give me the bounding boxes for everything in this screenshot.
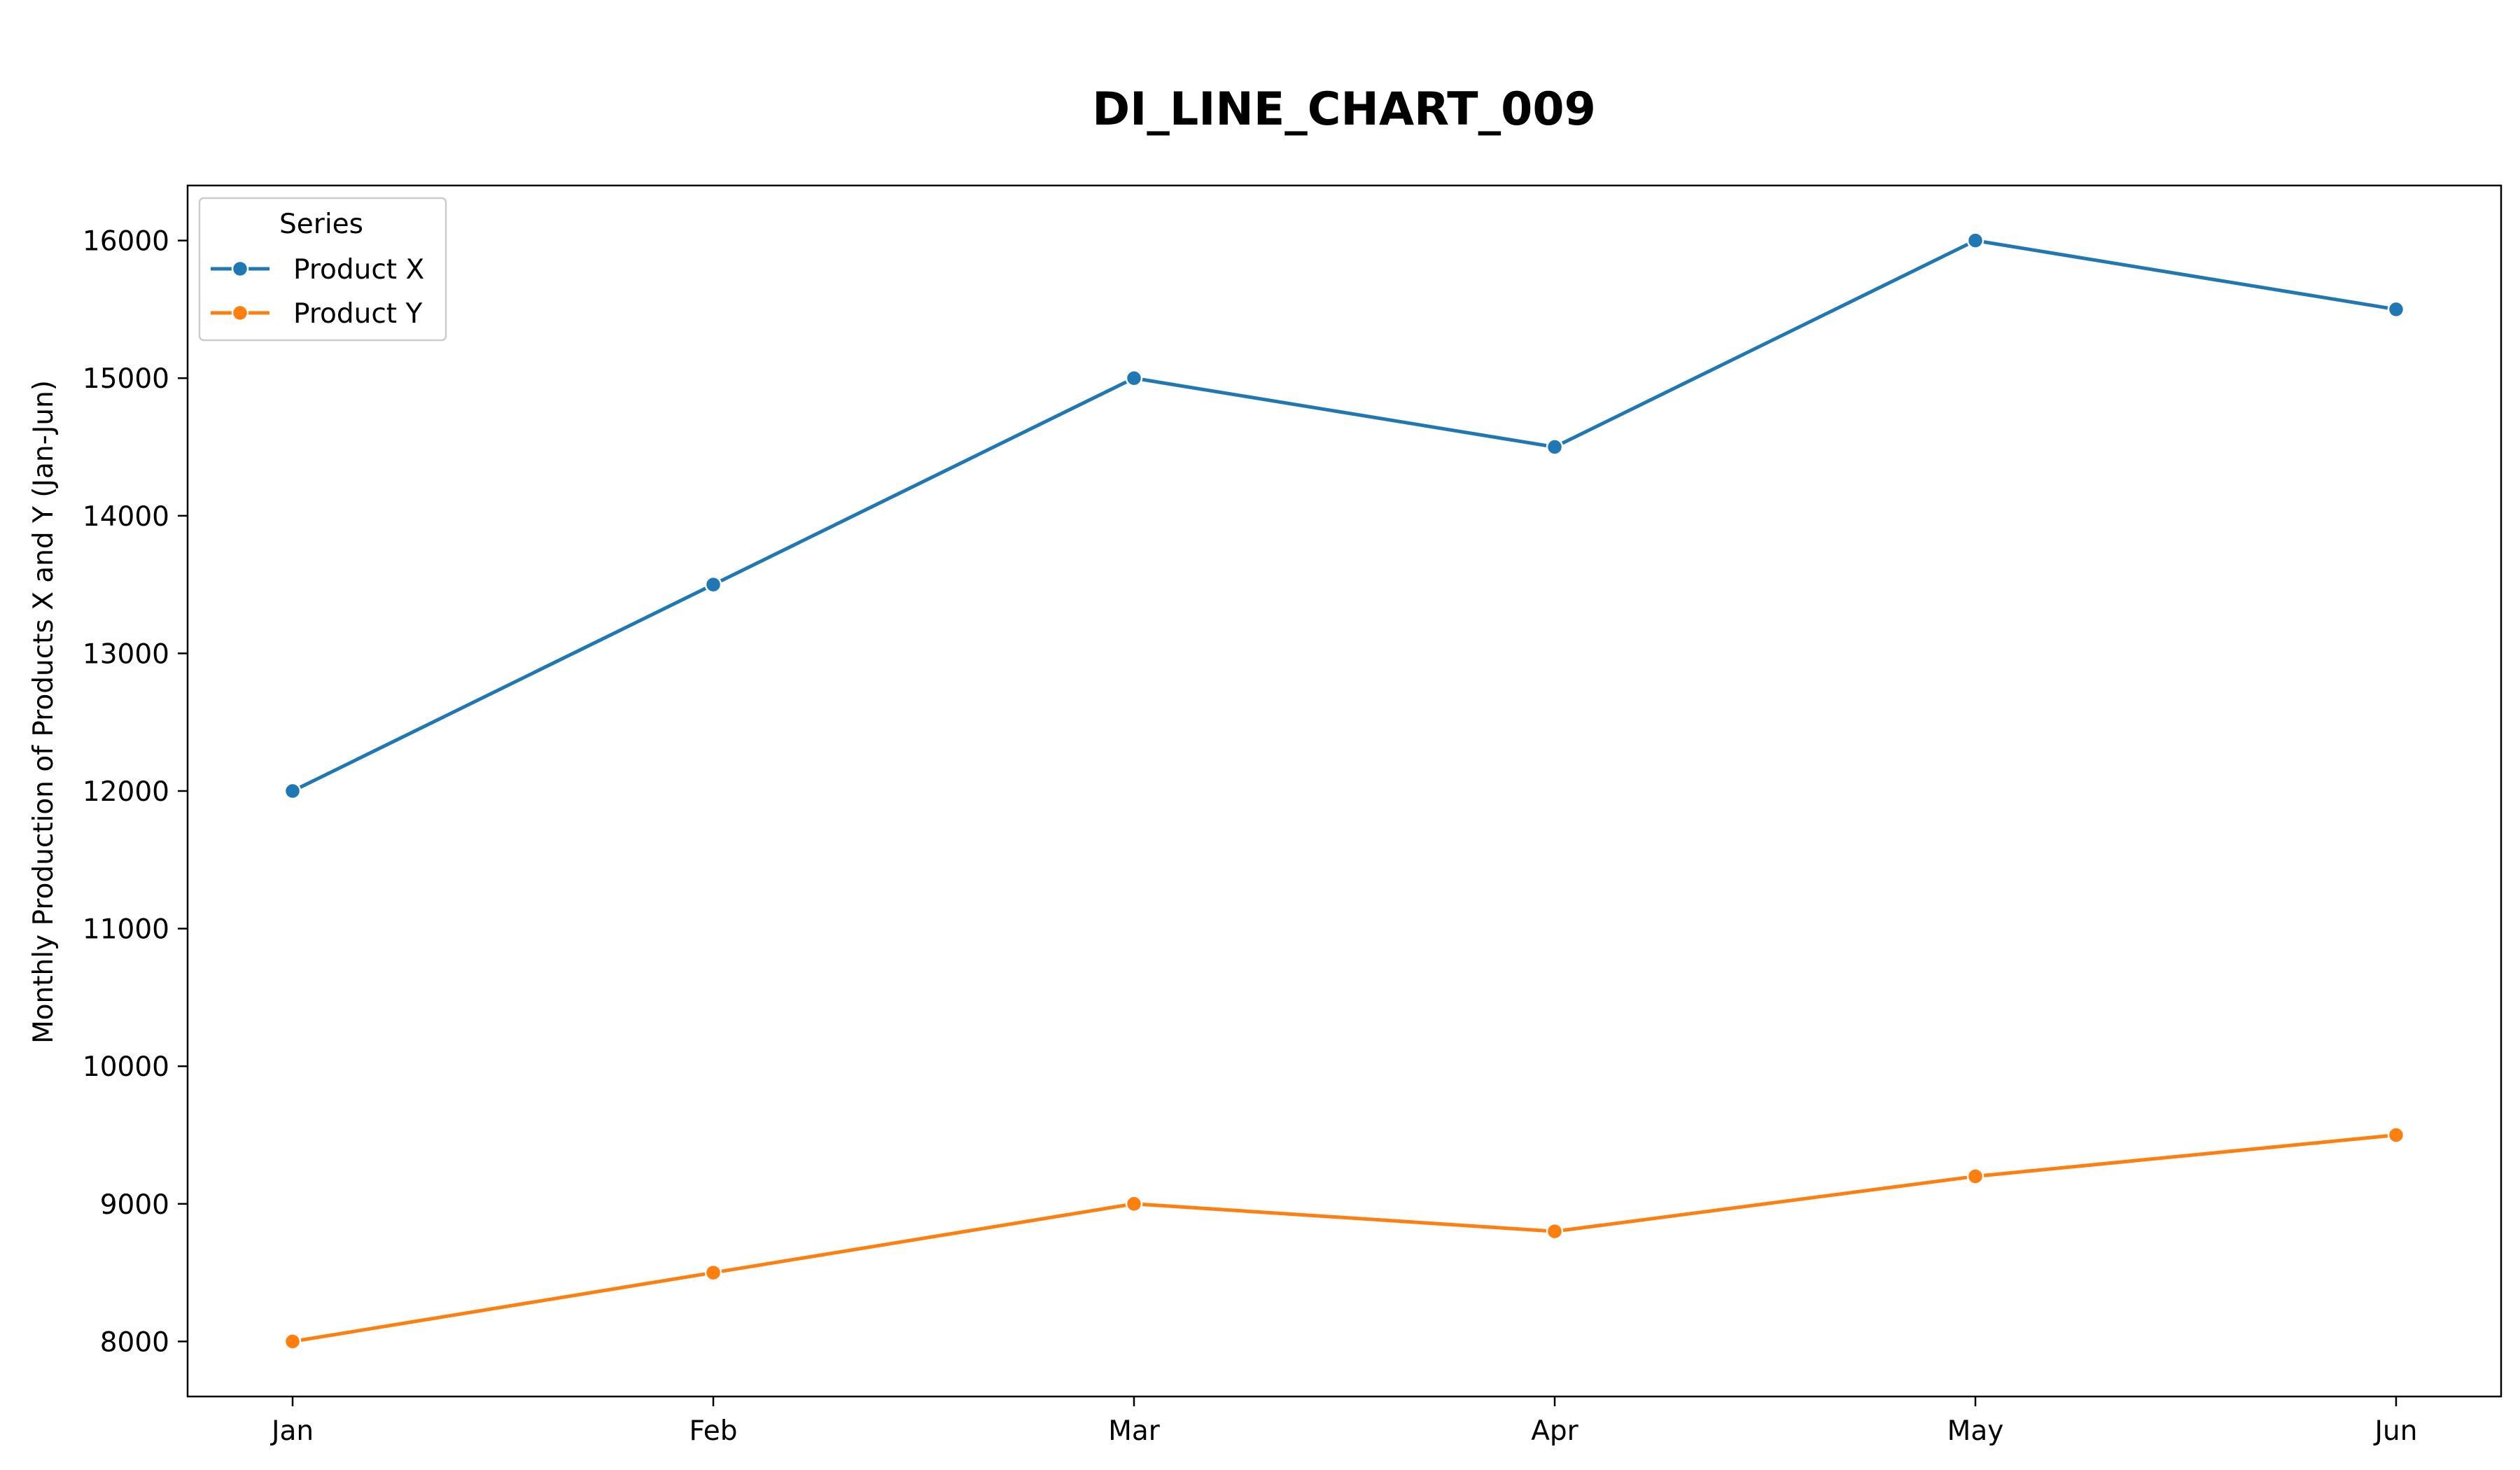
y-axis-label: Monthly Production of Products X and Y (… [28,380,59,1044]
data-point-product-y-jun [2387,1126,2405,1144]
data-point-product-y-mar [1125,1195,1143,1213]
x-tick-label-may: May [1947,1415,2004,1447]
legend-marker-product-y [231,304,249,322]
legend-label-product-y: Product Y [293,298,422,330]
series-line-product-x [290,239,2398,793]
legend-marker-product-x [231,260,249,278]
y-tick-label-15000: 15000 [83,363,169,395]
data-point-product-x-jan [284,782,302,800]
data-point-product-x-feb [704,575,722,594]
y-tick-label-10000: 10000 [83,1051,169,1083]
data-point-product-y-feb [704,1264,722,1282]
data-point-product-y-jan [284,1333,302,1350]
x-tick-label-feb: Feb [689,1415,737,1447]
x-tick-label-jan: Jan [270,1415,314,1447]
legend-title: Series [279,209,363,240]
legend-frame [198,197,447,342]
y-tick-label-13000: 13000 [83,638,169,670]
chart-title: DI_LINE_CHART_009 [1092,83,1596,136]
y-tick-label-14000: 14000 [83,501,169,533]
x-tick-label-apr: Apr [1531,1415,1578,1447]
data-point-product-x-apr [1546,438,1564,456]
plot-area: 8000 9000 10000 11000 12000 13000 14000 15000 16… [83,184,2502,1447]
plot-frame [186,184,2502,1398]
y-tick-label-16000: 16000 [83,226,169,258]
series-line-product-y [290,1133,2398,1343]
y-tick-label-9000: 9000 [100,1189,169,1221]
data-point-product-y-apr [1546,1222,1564,1240]
data-point-product-x-jun [2387,300,2405,318]
x-tick-label-mar: Mar [1108,1415,1161,1447]
y-tick-label-11000: 11000 [83,914,169,946]
y-tick-label-12000: 12000 [83,776,169,808]
data-point-product-x-mar [1125,369,1143,387]
legend-label-product-x: Product X [293,254,424,286]
data-point-product-x-may [1966,232,1984,249]
y-tick-label-8000: 8000 [100,1326,169,1358]
x-tick-label-jun: Jun [2373,1415,2418,1447]
legend: Series Product X Product Y [198,197,447,342]
data-point-product-y-may [1966,1168,1984,1185]
